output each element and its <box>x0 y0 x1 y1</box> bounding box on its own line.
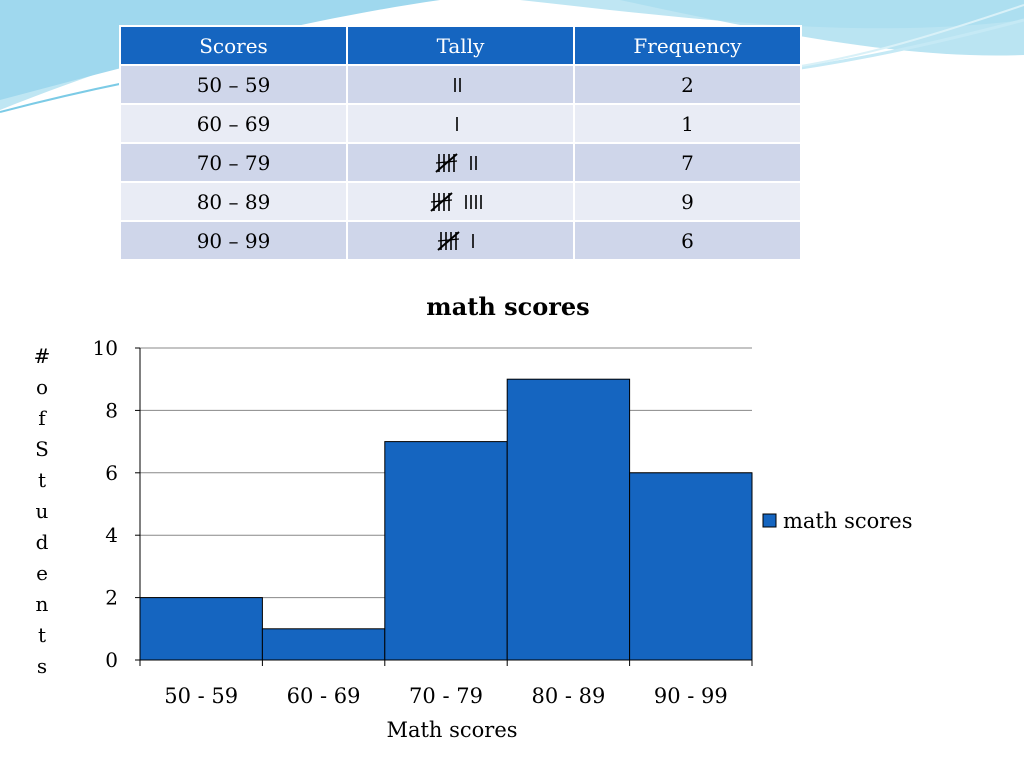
cell-scores: 70 – 79 <box>119 142 348 183</box>
y-tick-label: 10 <box>93 336 118 360</box>
y-tick-label: 4 <box>105 523 118 547</box>
cell-scores: 50 – 59 <box>119 64 348 105</box>
y-tick-label: 8 <box>105 398 118 422</box>
cell-scores: 80 – 89 <box>119 181 348 222</box>
cell-tally-marks <box>346 181 575 222</box>
x-tick-label: 60 - 69 <box>287 684 361 708</box>
header-tally: Tally <box>346 25 575 66</box>
cell-frequency: 1 <box>573 103 802 144</box>
y-tick-label: 2 <box>105 586 118 610</box>
y-tick-label: 0 <box>105 648 118 672</box>
y-axis-label-char: o <box>35 375 49 399</box>
table-row: 50 – 59 2 <box>119 64 802 105</box>
tally-marks-icon <box>429 191 482 212</box>
y-axis-label-char: n <box>35 592 49 616</box>
tally-marks-icon <box>434 152 477 173</box>
y-axis-label-char: u <box>35 499 49 523</box>
header-frequency: Frequency <box>573 25 802 66</box>
bar <box>384 441 508 661</box>
legend-swatch <box>762 513 777 528</box>
cell-frequency: 9 <box>573 181 802 222</box>
bar <box>506 378 631 661</box>
tally-marks-icon <box>453 77 461 92</box>
cell-frequency: 6 <box>573 220 802 261</box>
x-tick-label: 50 - 59 <box>164 684 238 708</box>
y-axis-label-char: t <box>37 468 47 492</box>
table-row: 90 – 99 6 <box>119 220 802 261</box>
y-axis-label-char: s <box>36 654 48 678</box>
y-axis-label-char: # <box>33 344 51 368</box>
y-axis-label-char: e <box>36 561 48 585</box>
table-row: 70 – 79 7 <box>119 142 802 183</box>
cell-tally-marks <box>346 220 575 261</box>
y-axis-label-char: d <box>35 530 49 554</box>
header-scores: Scores <box>119 25 348 66</box>
bar <box>629 472 753 661</box>
y-tick-label: 6 <box>105 461 118 485</box>
x-axis-label: Math scores <box>386 718 517 742</box>
bar <box>139 597 263 661</box>
tally-marks-icon <box>456 116 458 131</box>
cell-frequency: 7 <box>573 142 802 183</box>
y-axis-label-char: t <box>37 623 47 647</box>
cell-scores: 60 – 69 <box>119 103 348 144</box>
table-header-row: Scores Tally Frequency <box>119 25 802 66</box>
bar <box>261 628 386 661</box>
cell-tally-marks <box>346 103 575 144</box>
histogram-chart: math scores 0 2 4 6 8 10 50 - 59 60 - 69 70 - 79 8… <box>93 292 913 742</box>
tally-marks-icon <box>437 230 474 251</box>
cell-scores: 90 – 99 <box>119 220 348 261</box>
chart-title: math scores <box>426 292 589 321</box>
legend-label: math scores <box>783 509 913 533</box>
cell-frequency: 2 <box>573 64 802 105</box>
y-axis-label-char: S <box>35 437 49 461</box>
table-row: 60 – 69 1 <box>119 103 802 144</box>
frequency-table: Scores Tally Frequency 50 – 59 2 60 – 69 1 7… <box>119 25 802 261</box>
y-axis-label-char: f <box>38 406 46 430</box>
x-tick-label: 80 - 89 <box>531 684 605 708</box>
x-tick-label: 70 - 79 <box>409 684 483 708</box>
cell-tally-marks <box>346 142 575 183</box>
cell-tally-marks <box>346 64 575 105</box>
table-row: 80 – 89 9 <box>119 181 802 222</box>
x-tick-label: 90 - 99 <box>654 684 728 708</box>
